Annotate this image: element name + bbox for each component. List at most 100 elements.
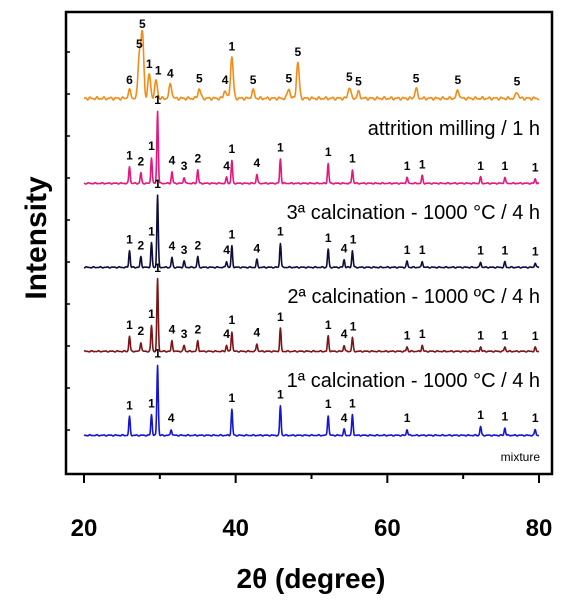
peak-label: 1 [148, 307, 155, 321]
peak-label: 1 [502, 328, 509, 342]
peak-label: 1 [349, 396, 356, 410]
peak-label: 3 [181, 159, 188, 173]
peak-label: 1 [404, 243, 411, 257]
peak-label: 1 [126, 232, 133, 246]
peak-label: 4 [168, 411, 175, 425]
peak-label: 5 [136, 37, 143, 51]
peak-label: 1 [349, 151, 356, 165]
peak-label: 2 [194, 151, 201, 165]
series-label: mixture [501, 450, 541, 464]
x-tick-label: 40 [222, 515, 249, 542]
peak-label: 1 [126, 318, 133, 332]
x-tick-label: 20 [71, 515, 98, 542]
peak-label: 1 [325, 318, 332, 332]
x-tick-label: 80 [526, 515, 553, 542]
peak-label: 1 [532, 329, 539, 343]
peak-label: 1 [148, 139, 155, 153]
peak-label: 4 [254, 156, 261, 170]
peak-label: 1 [148, 225, 155, 239]
peak-label: 2 [194, 238, 201, 252]
peak-label: 1 [229, 228, 236, 242]
x-tick-label: 60 [374, 515, 401, 542]
peak-label: 1 [502, 159, 509, 173]
series-label: 3ª calcination - 1000 °C / 4 h [287, 202, 540, 224]
peak-label: 4 [341, 411, 348, 425]
peak-label: 1 [154, 261, 161, 275]
peak-label: 1 [502, 244, 509, 258]
peak-label: 2 [138, 238, 145, 252]
y-axis-title: Intensity [20, 176, 53, 300]
peak-label: 5 [346, 70, 353, 84]
peak-label: 1 [277, 387, 284, 401]
peak-label: 1 [154, 347, 161, 361]
series-traces [83, 29, 540, 437]
peak-label: 4 [222, 73, 229, 87]
peak-label: 1 [325, 145, 332, 159]
peak-label: 1 [154, 177, 161, 191]
peak-label: 5 [514, 75, 521, 89]
y-ticks [66, 51, 70, 431]
peak-label: 1 [419, 243, 426, 257]
peak-label: 1 [477, 328, 484, 342]
peak-label: 1 [404, 328, 411, 342]
peak-label: 1 [477, 159, 484, 173]
peak-label: 4 [254, 325, 261, 339]
peak-label: 1 [502, 410, 509, 424]
peak-label: 1 [229, 391, 236, 405]
peak-label: 1 [126, 399, 133, 413]
peak-label: 5 [413, 71, 420, 85]
peak-label: 5 [139, 17, 146, 31]
peak-label: 2 [194, 322, 201, 336]
peak-label: 1 [532, 160, 539, 174]
series-trace [83, 29, 540, 101]
peak-label: 1 [277, 310, 284, 324]
x-ticks: 20 40 60 80 [71, 474, 553, 542]
series-trace [83, 277, 540, 353]
peak-label: 3 [181, 243, 188, 257]
peak-label: 1 [277, 141, 284, 155]
peak-label: 4 [254, 241, 261, 255]
x-axis-title: 2θ (degree) [237, 563, 386, 594]
series-trace [83, 194, 540, 269]
peak-label: 1 [229, 142, 236, 156]
series-trace [83, 364, 540, 437]
peak-label: 5 [455, 73, 462, 87]
peak-label: 4 [169, 154, 176, 168]
peak-label: 1 [229, 313, 236, 327]
peak-label: 5 [355, 75, 362, 89]
peak-label: 1 [277, 225, 284, 239]
peak-label: 4 [341, 327, 348, 341]
peak-label: 1 [404, 411, 411, 425]
peak-label: 2 [138, 324, 145, 338]
peak-label: 1 [532, 411, 539, 425]
peak-label: 1 [419, 157, 426, 171]
peak-label: 1 [532, 244, 539, 258]
peak-label: 2 [138, 154, 145, 168]
series-label: 1ª calcination - 1000 °C / 4 h [287, 370, 540, 392]
peak-label: 5 [250, 73, 257, 87]
peak-label: 4 [167, 67, 174, 81]
peak-label: 1 [325, 397, 332, 411]
series-label: 2ª calcination - 1000 ºC / 4 h [287, 286, 540, 308]
peak-label: 1 [154, 93, 161, 107]
peak-label: 4 [223, 243, 230, 257]
series-label: attrition milling / 1 h [368, 118, 540, 140]
peak-label: 1 [229, 39, 236, 53]
series-trace [83, 110, 540, 185]
peak-label: 1 [155, 63, 162, 77]
peak-label: 4 [169, 322, 176, 336]
peak-label: 6 [126, 73, 133, 87]
peak-label: 1 [325, 231, 332, 245]
peak-label: 5 [295, 45, 302, 59]
peak-label: 1 [350, 319, 357, 333]
peak-label: 1 [146, 57, 153, 71]
peak-label: 4 [223, 159, 230, 173]
peak-label: 1 [404, 159, 411, 173]
peak-label: 1 [419, 327, 426, 341]
peak-label: 4 [223, 327, 230, 341]
peak-label: 1 [126, 148, 133, 162]
peak-label: 4 [341, 241, 348, 255]
peak-label: 4 [169, 239, 176, 253]
